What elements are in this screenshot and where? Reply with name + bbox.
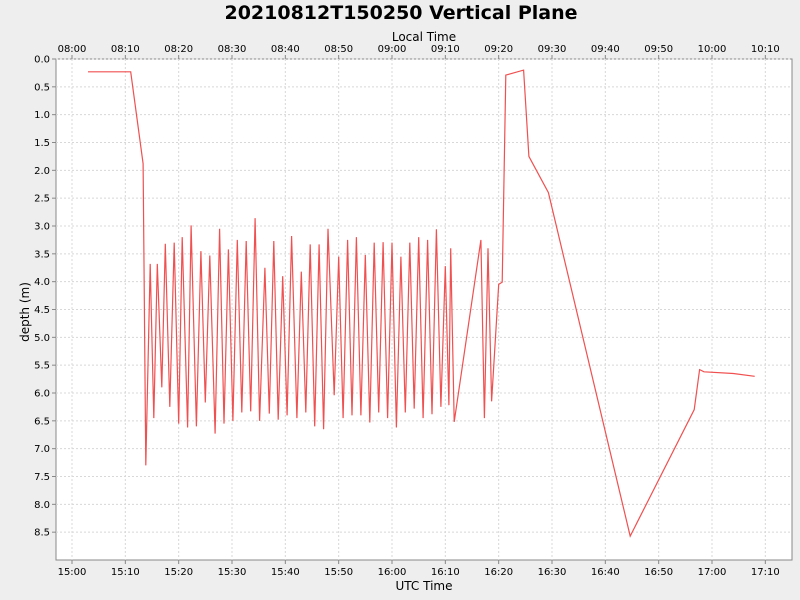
y-tick-label: 6.5 [34, 416, 50, 427]
y-tick-label: 2.5 [34, 194, 50, 205]
y-tick-label: 7.5 [34, 472, 50, 483]
y-tick-label: 1.0 [34, 110, 50, 121]
y-tick-label: 2.0 [34, 166, 50, 177]
y-tick-label: 3.0 [34, 222, 50, 233]
local-tick-label: 08:30 [218, 44, 247, 55]
y-tick-label: 5.5 [34, 361, 50, 372]
local-tick-label: 08:40 [271, 44, 300, 55]
left-axis: 0.0 0.5 1.0 1.5 2.0 2.5 3.0 3.5 4.0 4.5 5.0 5.5 6.0 6… [34, 55, 56, 539]
local-tick-label: 09:40 [591, 44, 620, 55]
y-tick-label: 0.0 [34, 55, 50, 66]
x-tick-label: 15:00 [58, 567, 87, 578]
y-tick-label: 4.5 [34, 305, 50, 316]
depth-line [88, 69, 755, 538]
x-tick-label: 17:10 [751, 567, 780, 578]
y-tick-label: 8.0 [34, 500, 50, 511]
y-tick-label: 6.0 [34, 389, 50, 400]
x-tick-label: 15:50 [324, 567, 353, 578]
x-axis-label: UTC Time [396, 579, 453, 593]
bottom-axis: 15:00 15:10 15:20 15:30 15:40 15:50 16:00 16:10… [58, 560, 780, 578]
y-tick-label: 5.0 [34, 333, 50, 344]
local-tick-label: 09:30 [538, 44, 567, 55]
local-tick-label: 09:10 [431, 44, 460, 55]
local-tick-label: 08:10 [111, 44, 140, 55]
local-tick-label: 09:00 [378, 44, 407, 55]
x-tick-label: 17:00 [698, 567, 727, 578]
depth-series [88, 69, 755, 538]
y-tick-label: 3.5 [34, 249, 50, 260]
chart-title: 20210812T150250 Vertical Plane [224, 2, 577, 24]
x-tick-label: 16:50 [644, 567, 673, 578]
y-tick-label: 7.0 [34, 444, 50, 455]
x-tick-label: 15:10 [111, 567, 140, 578]
x-tick-label: 16:20 [484, 567, 513, 578]
y-tick-label: 1.5 [34, 138, 50, 149]
local-tick-label: 10:10 [751, 44, 780, 55]
y-tick-label: 0.5 [34, 82, 50, 93]
x-tick-label: 15:30 [218, 567, 247, 578]
y-tick-label: 8.5 [34, 528, 50, 539]
local-tick-label: 09:50 [644, 44, 673, 55]
y-tick-label: 4.0 [34, 277, 50, 288]
x-tick-label: 16:10 [431, 567, 460, 578]
top-axis: 08:00 08:10 08:20 08:30 08:40 08:50 09:00 09:10… [58, 44, 780, 59]
x-tick-label: 16:00 [378, 567, 407, 578]
local-tick-label: 08:00 [58, 44, 87, 55]
x-tick-label: 16:40 [591, 567, 620, 578]
grid-lines [56, 58, 792, 560]
local-tick-label: 08:20 [164, 44, 193, 55]
local-tick-label: 10:00 [698, 44, 727, 55]
x-tick-label: 15:40 [271, 567, 300, 578]
top-axis-label: Local Time [392, 30, 456, 44]
y-axis-label: depth (m) [18, 282, 32, 342]
x-tick-label: 15:20 [164, 567, 193, 578]
local-tick-label: 08:50 [324, 44, 353, 55]
local-tick-label: 09:20 [484, 44, 513, 55]
x-tick-label: 16:30 [538, 567, 567, 578]
